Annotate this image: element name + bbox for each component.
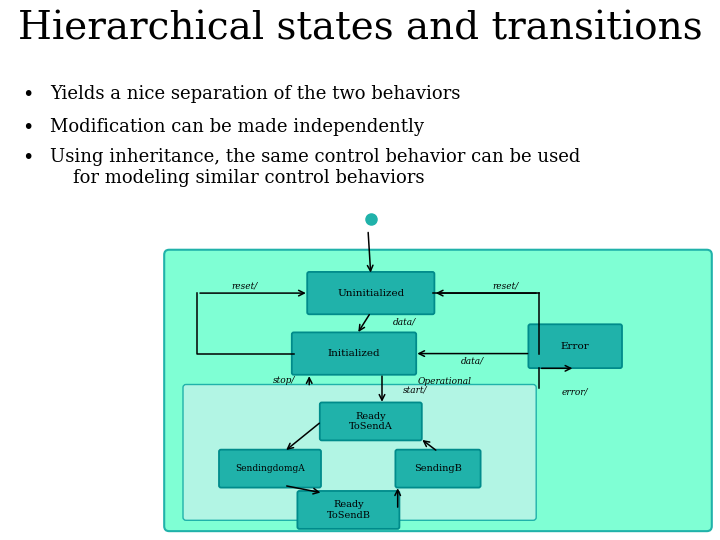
FancyBboxPatch shape — [164, 249, 712, 531]
FancyBboxPatch shape — [320, 402, 422, 441]
FancyBboxPatch shape — [292, 333, 416, 375]
Text: •: • — [22, 148, 33, 167]
Text: Yields a nice separation of the two behaviors: Yields a nice separation of the two beha… — [50, 85, 460, 103]
Text: start/: start/ — [403, 386, 428, 394]
Text: Modification can be made independently: Modification can be made independently — [50, 118, 424, 136]
Text: stop/: stop/ — [273, 376, 295, 384]
Text: data/: data/ — [393, 318, 416, 327]
Text: Using inheritance, the same control behavior can be used
    for modeling simila: Using inheritance, the same control beha… — [50, 148, 580, 187]
FancyBboxPatch shape — [395, 450, 481, 488]
Text: data/: data/ — [461, 356, 485, 366]
Text: error/: error/ — [561, 387, 588, 396]
Text: Error: Error — [561, 342, 590, 350]
FancyBboxPatch shape — [297, 491, 400, 529]
Text: Operational: Operational — [418, 377, 472, 386]
Text: reset/: reset/ — [492, 281, 518, 290]
Text: SendingB: SendingB — [414, 464, 462, 473]
Text: Uninitialized: Uninitialized — [337, 288, 405, 298]
Text: SendingdomgA: SendingdomgA — [235, 464, 305, 473]
Text: reset/: reset/ — [232, 281, 258, 290]
Text: •: • — [22, 85, 33, 104]
FancyBboxPatch shape — [307, 272, 434, 314]
Text: Ready
ToSendA: Ready ToSendA — [349, 411, 392, 431]
FancyBboxPatch shape — [528, 325, 622, 368]
Text: Ready
ToSendB: Ready ToSendB — [326, 500, 370, 519]
FancyBboxPatch shape — [183, 384, 536, 521]
FancyBboxPatch shape — [219, 450, 321, 488]
Text: Initialized: Initialized — [328, 349, 380, 358]
Text: •: • — [22, 118, 33, 137]
Text: Hierarchical states and transitions: Hierarchical states and transitions — [18, 10, 703, 47]
